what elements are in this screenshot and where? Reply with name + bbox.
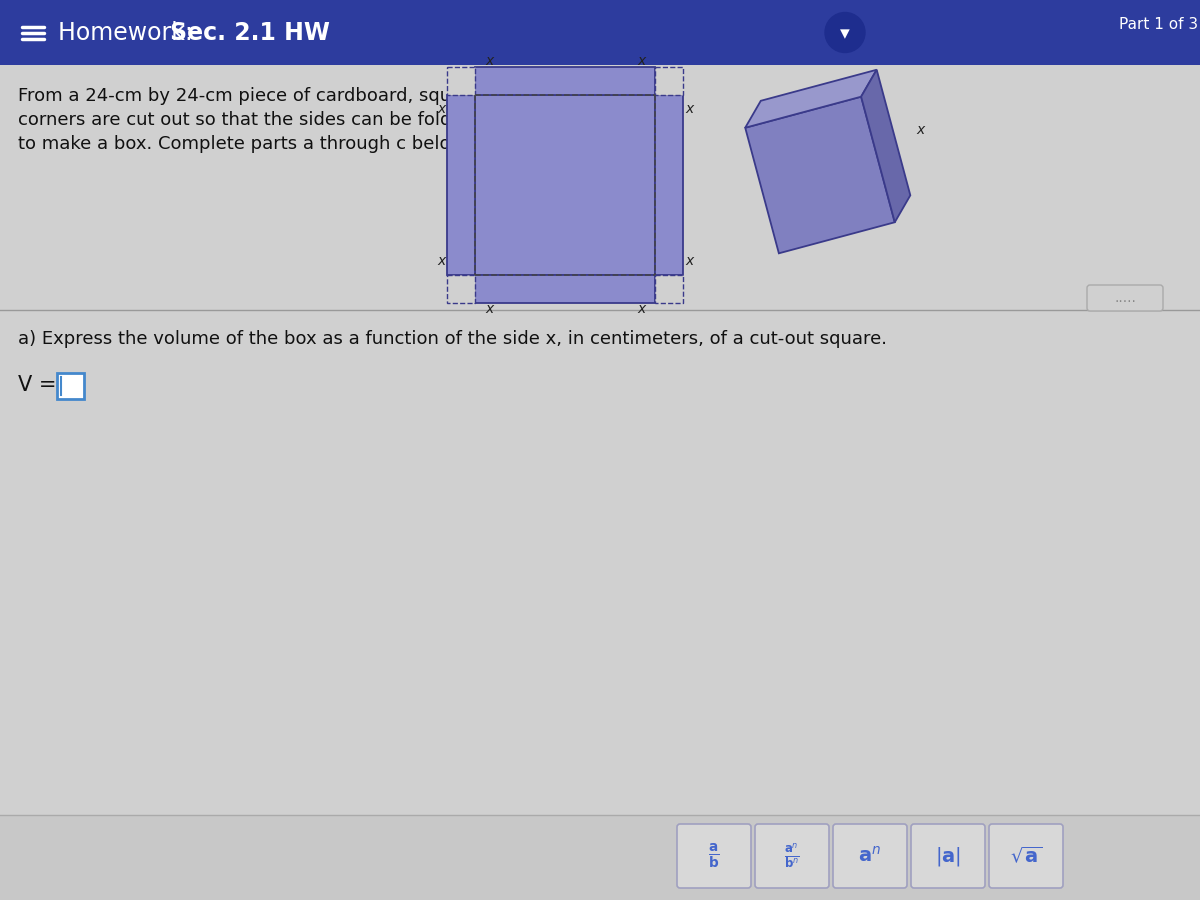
Bar — [655, 67, 683, 95]
Text: Homework:: Homework: — [58, 21, 208, 44]
Text: x: x — [437, 102, 445, 116]
Text: corners are cut out so that the sides can be folded up x: corners are cut out so that the sides ca… — [18, 111, 518, 129]
Text: x: x — [685, 254, 694, 268]
FancyBboxPatch shape — [1087, 285, 1163, 311]
FancyBboxPatch shape — [58, 373, 84, 399]
Bar — [0, 815, 1200, 900]
FancyBboxPatch shape — [989, 824, 1063, 888]
FancyBboxPatch shape — [833, 824, 907, 888]
Text: x: x — [916, 123, 924, 137]
Text: to make a box. Complete parts a through c below.: to make a box. Complete parts a through … — [18, 135, 469, 153]
Polygon shape — [745, 96, 895, 253]
Bar — [655, 275, 683, 303]
Bar — [655, 95, 683, 275]
Bar — [446, 95, 475, 275]
Bar — [475, 275, 655, 303]
Text: a) Express the volume of the box as a function of the side x, in centimeters, of: a) Express the volume of the box as a fu… — [18, 330, 887, 348]
Bar — [475, 95, 655, 275]
Text: $\mathbf{a}^n$: $\mathbf{a}^n$ — [858, 846, 882, 866]
Text: $\sqrt{\mathbf{a}}$: $\sqrt{\mathbf{a}}$ — [1009, 846, 1043, 867]
Text: Part 1 of 3: Part 1 of 3 — [1118, 17, 1198, 32]
Text: x: x — [637, 54, 646, 68]
Text: V =: V = — [18, 375, 56, 395]
FancyBboxPatch shape — [911, 824, 985, 888]
Text: x: x — [437, 254, 445, 268]
Text: $\frac{\mathbf{a}}{\mathbf{b}}$: $\frac{\mathbf{a}}{\mathbf{b}}$ — [708, 842, 720, 870]
Bar — [0, 0, 1200, 65]
Polygon shape — [862, 69, 911, 222]
Polygon shape — [745, 69, 877, 128]
Text: From a 24-cm by 24-cm piece of cardboard, square: From a 24-cm by 24-cm piece of cardboard… — [18, 87, 480, 105]
Text: x: x — [685, 102, 694, 116]
Bar — [446, 67, 475, 95]
Text: Sec. 2.1 HW: Sec. 2.1 HW — [170, 21, 330, 44]
Bar — [475, 67, 655, 95]
Text: x: x — [485, 54, 493, 68]
FancyBboxPatch shape — [677, 824, 751, 888]
Bar — [446, 275, 475, 303]
Circle shape — [826, 13, 865, 52]
Text: $\frac{\mathbf{a}^n}{\mathbf{b}^n}$: $\frac{\mathbf{a}^n}{\mathbf{b}^n}$ — [784, 842, 800, 870]
Text: x: x — [637, 302, 646, 316]
Text: x: x — [485, 302, 493, 316]
Text: ▾: ▾ — [840, 24, 850, 43]
Text: .....: ..... — [1114, 291, 1136, 305]
Text: $|\mathbf{a}|$: $|\mathbf{a}|$ — [935, 844, 961, 868]
FancyBboxPatch shape — [755, 824, 829, 888]
